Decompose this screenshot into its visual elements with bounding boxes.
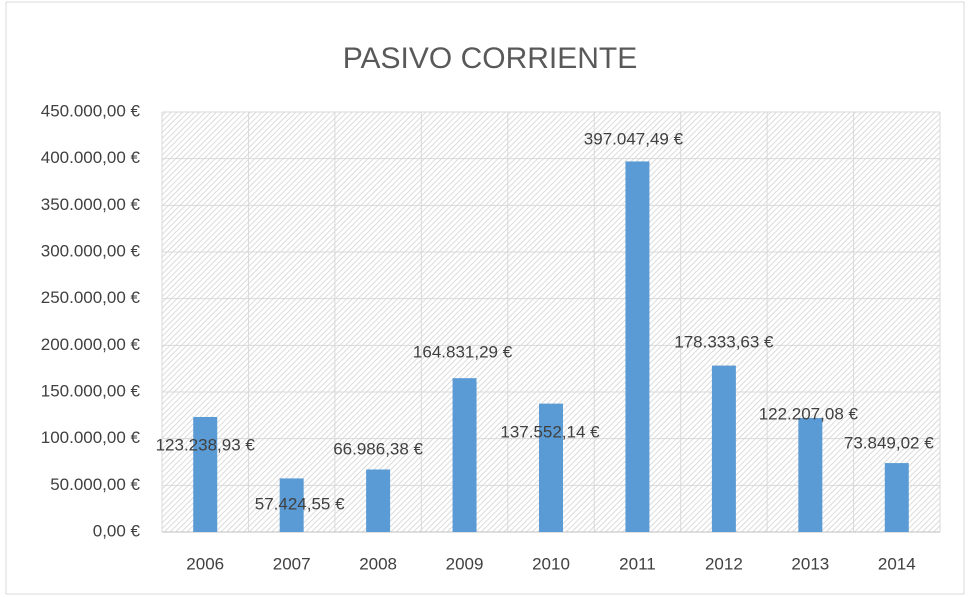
- x-tick-label: 2006: [186, 554, 224, 573]
- x-tick-label: 2007: [273, 554, 311, 573]
- bar: [452, 378, 477, 532]
- chart-title: PASIVO CORRIENTE: [343, 42, 638, 75]
- value-label: 123.238,93 €: [156, 435, 256, 454]
- x-tick-label: 2009: [446, 554, 484, 573]
- y-tick-label: 0,00 €: [93, 521, 141, 540]
- value-label: 57.424,55 €: [255, 494, 345, 513]
- y-tick-label: 250.000,00 €: [41, 288, 141, 307]
- value-label: 164.831,29 €: [413, 342, 513, 361]
- value-label: 178.333,63 €: [674, 332, 774, 351]
- bar: [884, 463, 909, 532]
- value-label: 137.552,14 €: [500, 422, 600, 441]
- value-label: 122.207,08 €: [759, 404, 859, 423]
- y-tick-label: 450.000,00 €: [41, 101, 141, 120]
- bar: [711, 365, 736, 532]
- bar: [625, 161, 650, 532]
- bar: [366, 469, 391, 532]
- bar: [279, 478, 304, 532]
- bar: [193, 416, 218, 532]
- bar: [539, 403, 563, 532]
- value-label: 397.047,49 €: [584, 129, 684, 148]
- y-tick-label: 200.000,00 €: [41, 335, 141, 354]
- y-tick-label: 350.000,00 €: [41, 195, 141, 214]
- y-tick-label: 50.000,00 €: [50, 475, 140, 494]
- y-tick-label: 400.000,00 €: [41, 148, 141, 167]
- y-tick-label: 150.000,00 €: [41, 381, 141, 400]
- bar: [798, 417, 823, 532]
- x-tick-label: 2013: [791, 554, 829, 573]
- x-tick-label: 2011: [619, 554, 656, 573]
- x-tick-label: 2010: [532, 554, 570, 573]
- x-tick-label: 2008: [359, 554, 397, 573]
- y-tick-label: 100.000,00 €: [41, 428, 141, 447]
- value-label: 73.849,02 €: [844, 433, 934, 452]
- x-tick-label: 2014: [878, 554, 916, 573]
- value-label: 66.986,38 €: [333, 439, 423, 458]
- x-tick-label: 2012: [705, 554, 743, 573]
- y-tick-label: 300.000,00 €: [41, 241, 141, 260]
